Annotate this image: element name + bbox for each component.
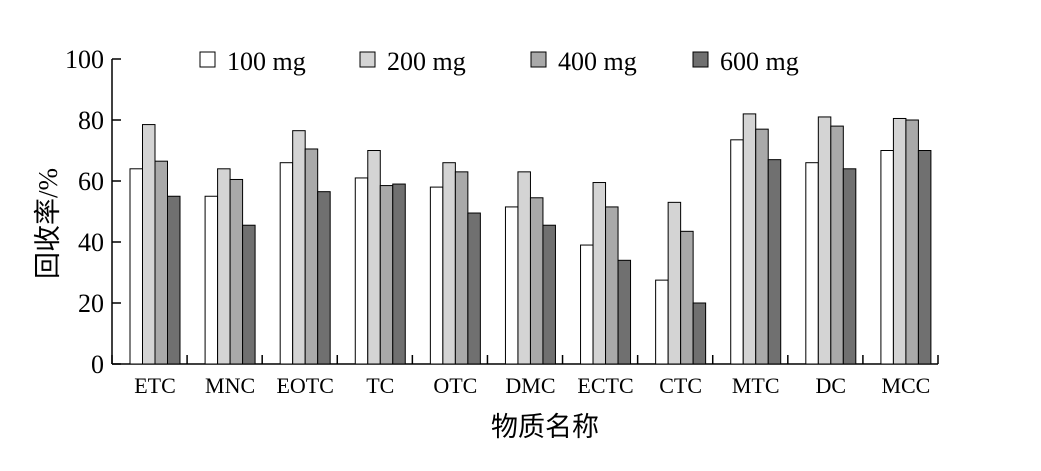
bar <box>767 159 782 365</box>
y-tick-label: 20 <box>78 289 104 318</box>
bar <box>592 182 607 365</box>
bar <box>580 244 594 365</box>
legend-swatch <box>199 51 216 68</box>
x-tick-label: OTC <box>433 373 477 398</box>
x-tick-label: TC <box>366 373 394 398</box>
bar <box>880 150 894 365</box>
bar <box>292 130 306 365</box>
bar <box>742 113 757 365</box>
x-tick-label: DC <box>816 373 847 398</box>
bar <box>142 124 156 365</box>
x-tick-label: ECTC <box>577 373 633 398</box>
bar <box>454 171 469 365</box>
bar <box>842 168 857 365</box>
bar <box>680 230 694 365</box>
x-tick-label: DMC <box>505 373 555 398</box>
bar <box>354 177 369 365</box>
bar <box>154 160 168 365</box>
y-ticks: 0 20 40 60 80 100 <box>65 45 121 379</box>
x-tick-label: MTC <box>732 373 780 398</box>
legend-swatch <box>692 51 709 68</box>
bar <box>917 150 932 365</box>
bar <box>517 171 531 365</box>
y-tick-label: 40 <box>78 228 104 257</box>
bar <box>429 186 444 365</box>
bar <box>467 212 481 365</box>
bar <box>892 117 907 365</box>
bar <box>392 183 406 365</box>
bar <box>279 162 294 365</box>
x-tick-label: MCC <box>881 373 930 398</box>
bar <box>755 128 769 365</box>
bar <box>304 148 319 365</box>
bar <box>655 279 669 365</box>
bar <box>367 150 381 365</box>
y-tick-label: 80 <box>78 106 104 135</box>
x-tick-label: CTC <box>659 373 702 398</box>
bar <box>542 224 556 365</box>
bar <box>730 139 744 365</box>
bar <box>204 195 219 365</box>
legend-label: 600 mg <box>720 47 799 76</box>
bar <box>692 302 707 365</box>
x-tick-label: EOTC <box>276 373 333 398</box>
legend-label: 200 mg <box>387 47 466 76</box>
bar <box>905 119 919 365</box>
bar <box>817 116 832 365</box>
bar <box>504 206 519 365</box>
y-axis-label: 回收率/% <box>33 168 63 279</box>
x-axis-label: 物质名称 <box>491 412 599 442</box>
bars <box>129 113 932 365</box>
bar <box>529 197 544 365</box>
bar <box>379 185 394 365</box>
x-tick-label: MNC <box>205 373 255 398</box>
bar <box>617 259 632 365</box>
bar <box>217 168 231 365</box>
legend: 100 mg 200 mg 400 mg 600 mg <box>199 47 799 76</box>
bar <box>805 162 819 365</box>
legend-swatch <box>530 51 547 68</box>
bar <box>442 162 456 365</box>
y-tick-label: 60 <box>78 167 104 196</box>
bar <box>229 178 244 365</box>
bar <box>167 195 181 365</box>
bar <box>129 168 143 365</box>
x-ticks: ETC MNC EOTC TC OTC DMC ECTC CTC MTC DC MCC <box>111 355 939 398</box>
bar <box>667 201 682 365</box>
bar <box>830 125 844 365</box>
y-tick-label: 0 <box>91 350 104 379</box>
bar <box>242 224 256 365</box>
legend-label: 400 mg <box>558 47 637 76</box>
legend-label: 100 mg <box>227 47 306 76</box>
legend-swatch <box>359 51 376 68</box>
y-tick-label: 100 <box>65 45 104 74</box>
bar <box>605 206 619 365</box>
x-tick-label: ETC <box>134 373 176 398</box>
bar <box>317 191 331 365</box>
